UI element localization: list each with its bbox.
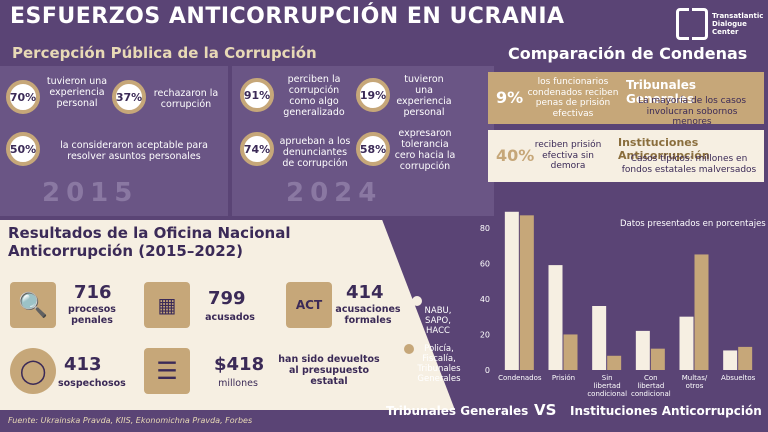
stat-pct: 58%: [356, 132, 390, 166]
bar-chart: Datos presentados en porcentajes (%) 0 20…: [480, 211, 768, 398]
bar-general: [650, 348, 665, 370]
result-label: procesos penales: [68, 304, 116, 326]
stat-pct: 74%: [240, 132, 274, 166]
year-label: 2024: [286, 178, 383, 208]
panel-2015: 70% tuvieron una experiencia personal 37…: [0, 66, 228, 216]
stat-text: expresaron tolerancia cero hacia la corr…: [394, 128, 456, 172]
bar-anticorr: [548, 265, 563, 370]
result-num: $418: [214, 354, 265, 375]
y-tick-label: 60: [480, 259, 490, 268]
stat-pct: 37%: [112, 80, 146, 114]
logo-line: Transatlantic: [712, 12, 764, 20]
perception-title: Percepción Pública de la Corrupción: [12, 44, 317, 62]
result-label: sospechosos: [58, 378, 126, 389]
bar-general: [607, 355, 622, 370]
bar-general: [519, 215, 534, 370]
logo-mark-icon: [676, 8, 708, 40]
stat-text: perciben la corrupción como algo general…: [283, 74, 345, 118]
y-tick-label: 20: [480, 330, 490, 339]
prison-bars-icon: ▦: [144, 282, 190, 328]
stat-pct: 91%: [240, 78, 274, 112]
bar-anticorr: [679, 316, 694, 370]
result-label: han sido devueltos al presupuesto estata…: [278, 354, 380, 387]
bar-anticorr: [592, 306, 607, 370]
bar-anticorr: [723, 350, 738, 370]
stat-pct: 50%: [6, 132, 40, 166]
y-tick-label: 80: [480, 224, 490, 233]
x-tick-label: Prisión: [552, 374, 575, 382]
year-label: 2015: [42, 178, 139, 208]
bar-general: [694, 254, 709, 370]
act-document-icon: ACT: [286, 282, 332, 328]
source-note: Fuente: Ukrainska Pravda, KIIS, Ekonomic…: [8, 416, 253, 425]
anticorr-heading: Instituciones Anticorrupción: [618, 136, 710, 162]
comparison-title: Comparación de Condenas: [508, 44, 748, 63]
result-label: acusados: [205, 312, 255, 323]
vs-label: VS: [534, 401, 557, 419]
general-text: los funcionarios condenados reciben pena…: [527, 77, 619, 119]
document-search-icon: 🔍: [10, 282, 56, 328]
result-num: 413: [64, 354, 102, 375]
page-title: ESFUERZOS ANTICORRUPCIÓN EN UCRANIA: [10, 4, 565, 29]
bar-general: [738, 346, 753, 370]
result-num: 716: [74, 282, 112, 303]
bottom-right-label: Instituciones Anticorrupción: [570, 404, 762, 418]
legend-general: Policía, Fiscalía, Tribunales Generales: [417, 344, 461, 384]
y-tick-label: 0: [485, 366, 490, 375]
general-sub: La mayoría de los casos involucran sobor…: [637, 96, 747, 127]
x-tick-label: Multas/otros: [682, 374, 708, 390]
bar-anticorr: [635, 330, 650, 370]
general-pct: 9%: [496, 88, 524, 107]
bottom-left-label: Tribunales Generales: [386, 404, 529, 418]
logo-line: Dialogue: [712, 20, 747, 28]
anticorr-text: reciben prisión efectiva sin demora: [534, 140, 602, 171]
result-num: 799: [208, 288, 246, 309]
panel-2024: 91% perciben la corrupción como algo gen…: [232, 66, 494, 216]
stat-text: aprueban a los denunciantes de corrupció…: [279, 136, 351, 169]
stat-text: rechazaron la corrupción: [153, 88, 219, 110]
stat-text: tuvieron una experiencia personal: [46, 76, 108, 109]
stat-pct: 19%: [356, 78, 390, 112]
anticorr-card: 40% reciben prisión efectiva sin demora …: [488, 130, 764, 182]
bar-general: [563, 334, 578, 370]
results-title: Resultados de la Oficina Nacional Antico…: [8, 224, 291, 260]
result-label: acusaciones formales: [335, 304, 401, 326]
general-courts-card: 9% los funcionarios condenados reciben p…: [488, 72, 764, 127]
chart-note: Datos presentados en porcentajes (%): [620, 219, 768, 229]
anticorr-pct: 40%: [496, 146, 535, 165]
stat-text: tuvieron una experiencia personal: [396, 74, 452, 118]
legend-anticorr: NABU, SAPO, HACC: [424, 306, 452, 336]
bar-anticorr: [504, 211, 519, 370]
general-heading: Tribunales Generales: [626, 78, 697, 106]
logo: Transatlantic Dialogue Center: [676, 8, 764, 40]
result-sub: millones: [218, 378, 258, 389]
result-num: 414: [346, 282, 384, 303]
x-tick-label: Absueltos: [721, 374, 756, 382]
y-tick-label: 40: [480, 295, 490, 304]
anticorr-sub: Casos típicos: millones en fondos estata…: [621, 154, 757, 175]
legend-swatch-anticorr: [412, 296, 422, 306]
results-panel: [0, 220, 455, 410]
legend-swatch-general: [404, 344, 414, 354]
target-person-icon: ◯: [10, 348, 56, 394]
stat-pct: 70%: [6, 80, 40, 114]
x-tick-label: Sin libertad condicional: [587, 374, 627, 398]
logo-line: Center: [712, 28, 739, 36]
stat-text: la consideraron aceptable para resolver …: [60, 140, 208, 162]
x-tick-label: Condenados: [498, 374, 542, 382]
coins-icon: ☰: [144, 348, 190, 394]
x-tick-label: Con libertad condicional: [631, 374, 671, 398]
